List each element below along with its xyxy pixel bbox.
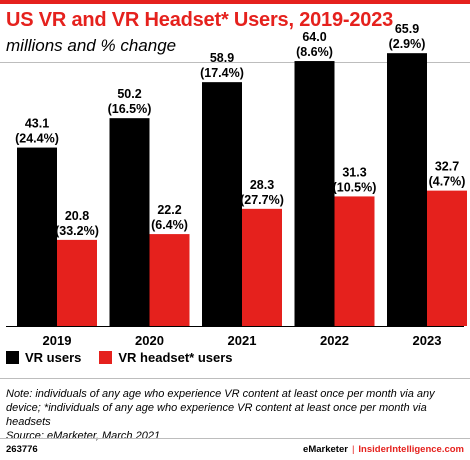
brand-emarketer: eMarketer [303,444,348,455]
data-label-value: 50.2 [117,87,141,101]
chart-id: 263776 [6,444,38,455]
data-label-value: 28.3 [250,178,274,192]
notes: Note: individuals of any age who experie… [6,387,464,443]
legend-item-vr-users: VR users [6,350,81,365]
bar-vr-headset-users-2021 [242,208,282,326]
data-label-value: 58.9 [210,51,234,65]
brand-site-link[interactable]: InsiderIntelligence.com [358,444,464,455]
legend-swatch-vr-headset-users [99,351,113,364]
bar-vr-users-2021 [202,82,242,327]
x-tick-label: 2023 [413,333,442,345]
data-label-pct-change: (8.6%) [296,45,333,59]
data-label-pct-change: (24.4%) [15,132,59,146]
source-text: Source: eMarketer, March 2021 [6,430,161,442]
bar-vr-users-2023 [387,53,427,326]
data-label-pct-change: (17.4%) [200,66,244,80]
data-label-pct-change: (16.5%) [108,102,152,116]
data-label-value: 65.9 [395,22,419,36]
legend: VR users VR headset* users [6,350,251,365]
bar-chart: 43.1(24.4%) 20.8(33.2%) 2019 50.2(16.5%) 22.… [6,22,467,345]
x-tick-label: 2019 [43,333,72,345]
data-label-value: 64.0 [302,30,326,44]
footer-divider [0,438,470,439]
bar-vr-users-2022 [294,61,335,326]
bar-vr-users-2019 [17,147,57,326]
chart-subtitle: millions and % change [6,36,177,55]
data-label-pct-change: (33.2%) [55,224,99,238]
data-label-pct-change: (6.4%) [151,218,188,232]
data-label-pct-change: (2.9%) [389,37,426,51]
data-label-value: 31.3 [342,165,366,179]
chart-title: US VR and VR Headset* Users, 2019-2023 [6,9,394,31]
data-label-value: 32.7 [435,160,459,174]
x-tick-label: 2021 [228,333,257,345]
data-label-value: 20.8 [65,209,89,223]
data-label-pct-change: (27.7%) [240,193,284,207]
bar-vr-headset-users-2022 [334,196,375,326]
note-text: Note: individuals of any age who experie… [6,388,435,428]
legend-label-vr-users: VR users [25,350,82,365]
notes-divider [0,378,470,379]
x-tick-label: 2022 [320,333,349,345]
brand-line: eMarketer | InsiderIntelligence.com [303,444,464,455]
header-divider [0,62,470,63]
data-label-pct-change: (10.5%) [333,180,377,194]
bar-vr-users-2020 [109,118,150,326]
legend-item-vr-headset-users: VR headset* users [99,350,233,365]
top-accent-bar [0,0,470,4]
data-label-value: 43.1 [25,117,49,131]
data-label-pct-change: (4.7%) [429,175,466,189]
legend-label-vr-headset-users: VR headset* users [118,350,233,365]
bar-vr-headset-users-2020 [149,234,190,326]
bar-vr-headset-users-2019 [57,239,97,326]
brand-separator: | [351,444,355,455]
bar-vr-headset-users-2023 [427,190,467,326]
legend-swatch-vr-users [6,351,19,364]
x-tick-label: 2020 [135,333,164,345]
data-label-value: 22.2 [157,203,181,217]
